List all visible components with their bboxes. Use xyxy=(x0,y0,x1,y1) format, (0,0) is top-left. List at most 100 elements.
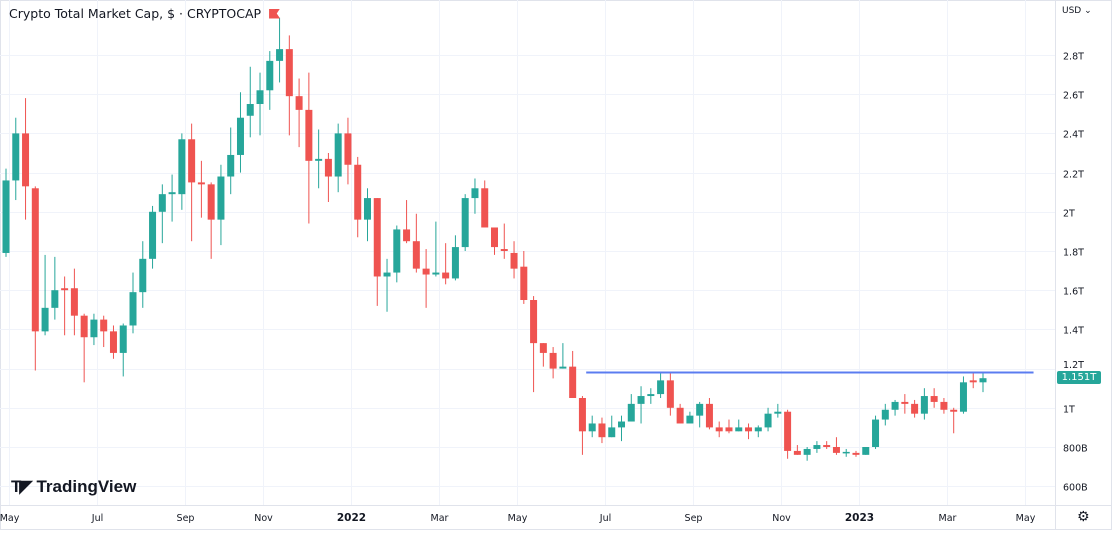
candle-body xyxy=(637,396,645,404)
price-tick-label: 2T xyxy=(1063,209,1075,220)
candle-body xyxy=(158,194,166,212)
candle xyxy=(51,256,59,320)
time-tick-label: Mar xyxy=(939,513,957,524)
candle-body xyxy=(676,407,684,424)
price-tick-label: 2.4T xyxy=(1063,130,1084,141)
candle xyxy=(569,350,577,398)
candle xyxy=(832,437,840,455)
candle-body xyxy=(256,90,264,104)
candle-body xyxy=(334,133,342,177)
candle xyxy=(666,372,674,416)
candle xyxy=(188,123,196,242)
candle-body xyxy=(2,180,10,253)
candle xyxy=(451,235,459,281)
candle xyxy=(109,325,117,359)
candle xyxy=(129,272,137,334)
time-tick-label: 2023 xyxy=(845,512,874,524)
candle-body xyxy=(725,427,733,432)
candle xyxy=(676,403,684,424)
tradingview-logo[interactable]: T◤ TradingView xyxy=(11,477,136,497)
candle-body xyxy=(432,272,440,275)
candle-body xyxy=(754,427,762,432)
candle-body xyxy=(491,227,498,248)
price-tick-label: 2.6T xyxy=(1063,91,1084,102)
candle xyxy=(412,213,420,273)
candle-body xyxy=(666,380,674,408)
candle xyxy=(471,178,479,214)
candle xyxy=(354,156,362,238)
candle-body xyxy=(608,427,616,438)
candle-body xyxy=(969,380,977,383)
candle-body xyxy=(217,176,225,220)
candle-body xyxy=(872,419,880,447)
candle xyxy=(559,343,567,369)
candle xyxy=(41,254,49,336)
candle-body xyxy=(236,117,244,155)
candle xyxy=(432,221,440,277)
candle xyxy=(696,401,704,428)
candle xyxy=(197,160,205,218)
candle-body xyxy=(412,241,420,269)
candle-body xyxy=(510,252,518,269)
candle-body xyxy=(363,198,371,220)
gear-icon[interactable]: ⚙ xyxy=(1077,509,1090,525)
candle-body xyxy=(100,319,108,332)
candle-body xyxy=(119,325,127,353)
candle xyxy=(940,398,948,414)
candle-body xyxy=(530,300,538,344)
candle xyxy=(637,386,645,424)
price-tick-label: 1.4T xyxy=(1063,326,1084,337)
candle-body xyxy=(149,211,157,259)
candle xyxy=(774,403,782,418)
candle xyxy=(920,388,928,420)
candle-body xyxy=(383,272,391,277)
candle xyxy=(588,415,596,438)
candle xyxy=(745,423,753,440)
candle-body xyxy=(940,401,948,410)
candle xyxy=(266,51,274,110)
candle-body xyxy=(950,409,958,412)
candle xyxy=(158,184,166,244)
candle-body xyxy=(696,403,704,416)
candle xyxy=(207,182,215,259)
time-tick-label: May xyxy=(508,513,528,524)
candle-body xyxy=(471,188,479,199)
candle-body xyxy=(139,258,147,293)
candle xyxy=(422,249,430,308)
candle-body xyxy=(305,109,313,161)
candle xyxy=(823,441,831,449)
tradingview-logo-text: TradingView xyxy=(36,477,137,496)
currency-dropdown[interactable]: USD ⌄ xyxy=(1062,6,1092,16)
candle-body xyxy=(178,139,186,195)
candle xyxy=(959,376,967,414)
price-tick-label: 1.6T xyxy=(1063,287,1084,298)
candle-body xyxy=(197,182,205,185)
price-axis[interactable]: 2.8T 2.6T 2.4T 2.2T 2T 1.8T 1.6T 1.4T 1.2T 1T 800B… xyxy=(1063,52,1088,494)
price-tick-label: 1.2T xyxy=(1063,360,1084,371)
candle xyxy=(285,35,293,136)
candle-body xyxy=(549,352,557,369)
candle xyxy=(813,441,821,453)
candle xyxy=(61,276,69,336)
candle-body xyxy=(627,403,635,422)
candle xyxy=(618,415,626,442)
candle-body xyxy=(227,154,235,177)
candle-body xyxy=(764,413,772,428)
candle xyxy=(100,315,108,348)
candle-body xyxy=(852,452,860,455)
time-tick-label: Nov xyxy=(254,513,273,524)
flag-icon[interactable] xyxy=(269,8,281,19)
price-tick-label: 600B xyxy=(1063,483,1088,494)
time-axis[interactable]: May Jul Sep Nov 2022 Mar May Jul Sep Nov 2023 Mar Ma… xyxy=(0,512,1036,524)
candle xyxy=(383,258,391,312)
candle-body xyxy=(598,423,606,438)
candle xyxy=(686,411,694,424)
price-tick-label: 800B xyxy=(1063,444,1088,455)
candle xyxy=(764,407,772,432)
candle-body xyxy=(393,229,401,273)
candle-body xyxy=(862,447,870,455)
candle xyxy=(334,123,342,193)
candle-body xyxy=(451,247,459,279)
